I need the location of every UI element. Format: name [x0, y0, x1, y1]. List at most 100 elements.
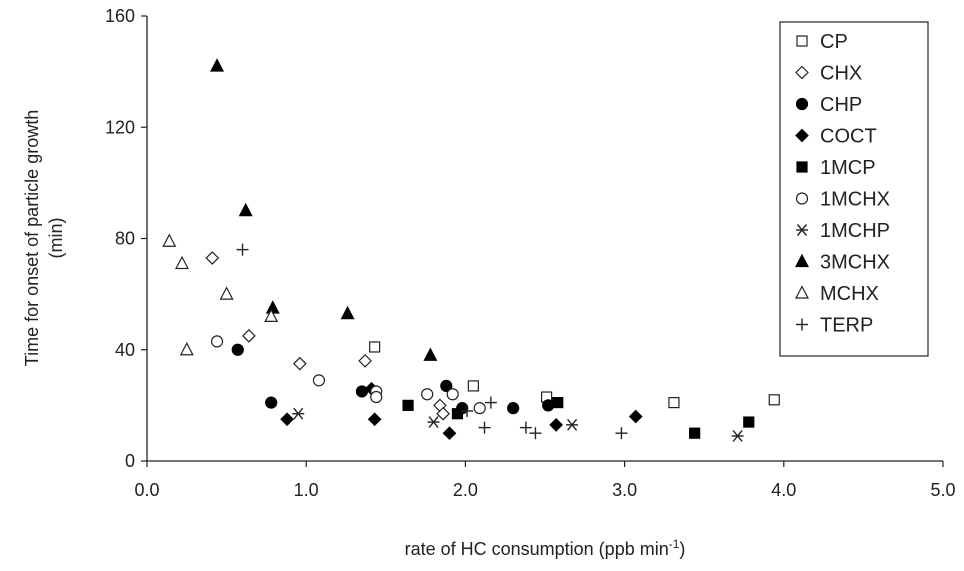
data-point-mchx — [162, 233, 177, 247]
data-point-terp — [615, 427, 628, 440]
data-point-terp — [478, 421, 491, 434]
data-point-chp — [440, 379, 453, 393]
data-point-terp — [236, 243, 249, 256]
data-point-chp — [542, 399, 555, 412]
legend-label: 1MCP — [820, 157, 876, 179]
legend-label: CHP — [820, 94, 862, 116]
data-point-coct — [628, 409, 643, 424]
series-3mchx — [210, 58, 438, 361]
data-point-cp — [369, 341, 381, 353]
legend-item: CP — [796, 31, 848, 53]
series-terp — [236, 243, 628, 440]
data-point-chp — [265, 396, 278, 409]
legend-item: CHP — [795, 94, 862, 116]
legend-marker-1mchx — [795, 192, 809, 205]
x-axis-label-end: ) — [679, 539, 685, 559]
data-point-mchx — [175, 255, 190, 270]
legend-label: MCHX — [820, 283, 879, 305]
data-point-3mchx — [340, 305, 355, 320]
y-tick-label: 40 — [115, 340, 135, 360]
data-point-3mchx — [238, 202, 253, 217]
series-mchx — [162, 233, 279, 356]
legend-item: 1MCHX — [795, 189, 890, 211]
series-1mchx — [210, 335, 486, 415]
data-point-1mcp — [743, 416, 755, 428]
legend-label: TERP — [820, 315, 873, 337]
legend-item: CHX — [795, 63, 862, 85]
legend-marker-1mcp — [796, 161, 808, 173]
data-point-3mchx — [265, 300, 280, 314]
legend-label: 1MCHX — [820, 189, 890, 211]
y-tick-label: 80 — [115, 229, 135, 249]
legend-marker-coct — [795, 128, 809, 143]
data-point-1mcp — [451, 408, 464, 420]
legend-item: COCT — [795, 126, 877, 148]
data-point-1mchx — [473, 402, 486, 415]
legend-marker-chx — [795, 65, 809, 80]
series-1mcp — [402, 396, 755, 439]
legend-label: CP — [820, 31, 848, 53]
legend-marker-cp — [796, 35, 808, 47]
legend-item: 3MCHX — [795, 252, 890, 274]
data-point-terp — [529, 427, 542, 440]
legend-label: 3MCHX — [820, 252, 890, 274]
series-cp — [369, 341, 780, 409]
data-point-cp — [768, 394, 780, 406]
x-tick-label: 4.0 — [771, 480, 796, 500]
legend: CP CHX CHP COCT 1MCP 1MCHX 1MCHP 3MCHX MCHX TERP — [779, 21, 929, 357]
data-point-terp — [460, 404, 473, 417]
tick-labels: 0.0 1.0 2.0 3.0 4.0 5.0 0 40 80 120 160 — [105, 6, 956, 500]
data-point-chx — [436, 406, 450, 421]
x-tick-label: 3.0 — [612, 480, 637, 500]
y-tick-label: 0 — [125, 451, 135, 471]
y-tick-label: 120 — [105, 117, 135, 137]
x-tick-label: 0.0 — [134, 480, 159, 500]
legend-marker-3mchx — [795, 253, 809, 268]
legend-label: 1MCHP — [820, 220, 890, 242]
x-tick-label: 5.0 — [930, 480, 955, 500]
data-point-1mchp — [566, 418, 579, 431]
data-point-chp — [507, 402, 520, 415]
series-chp — [231, 343, 555, 415]
data-point-coct — [367, 412, 382, 427]
legend-item: TERP — [796, 315, 873, 337]
legend-marker-terp — [796, 318, 808, 331]
y-axis-label-line1: Time for onset of particle growth — [22, 110, 42, 366]
x-axis-label-superscript: -1 — [669, 537, 680, 551]
data-points — [162, 58, 780, 442]
tick-marks — [141, 15, 944, 467]
data-point-1mcp — [689, 427, 701, 439]
data-point-3mchx — [423, 347, 438, 361]
data-point-1mchx — [421, 388, 434, 401]
legend-item: MCHX — [795, 283, 879, 305]
x-tick-label: 1.0 — [294, 480, 319, 500]
data-point-terp — [519, 421, 532, 434]
y-axis-label: Time for onset of particle growth (min) — [22, 110, 66, 366]
data-point-1mchp — [292, 407, 305, 420]
x-axis-label: rate of HC consumption (ppb min-1) — [405, 537, 686, 559]
data-point-1mcp — [552, 396, 564, 409]
data-point-chx — [242, 328, 256, 343]
data-point-3mchx — [210, 58, 225, 72]
series-1mchp — [292, 407, 744, 442]
legend-box — [779, 21, 929, 357]
data-point-chx — [292, 356, 307, 371]
data-point-1mchx — [210, 335, 224, 348]
legend-label: COCT — [820, 126, 877, 148]
data-point-chx — [358, 354, 372, 368]
data-point-mchx — [219, 286, 234, 300]
legend-marker-1mchp — [796, 224, 808, 236]
legend-item: 1MCP — [796, 157, 876, 179]
data-point-coct — [549, 417, 563, 432]
legend-marker-chp — [795, 97, 809, 111]
data-point-coct — [280, 412, 294, 427]
series-chx — [205, 251, 450, 421]
data-point-1mchx — [370, 390, 383, 404]
data-point-1mchx — [312, 374, 326, 387]
y-tick-label: 160 — [105, 6, 135, 26]
legend-label: CHX — [820, 63, 862, 85]
data-point-1mchx — [446, 388, 459, 401]
data-point-1mchp — [731, 430, 744, 442]
legend-marker-mchx — [795, 285, 809, 299]
